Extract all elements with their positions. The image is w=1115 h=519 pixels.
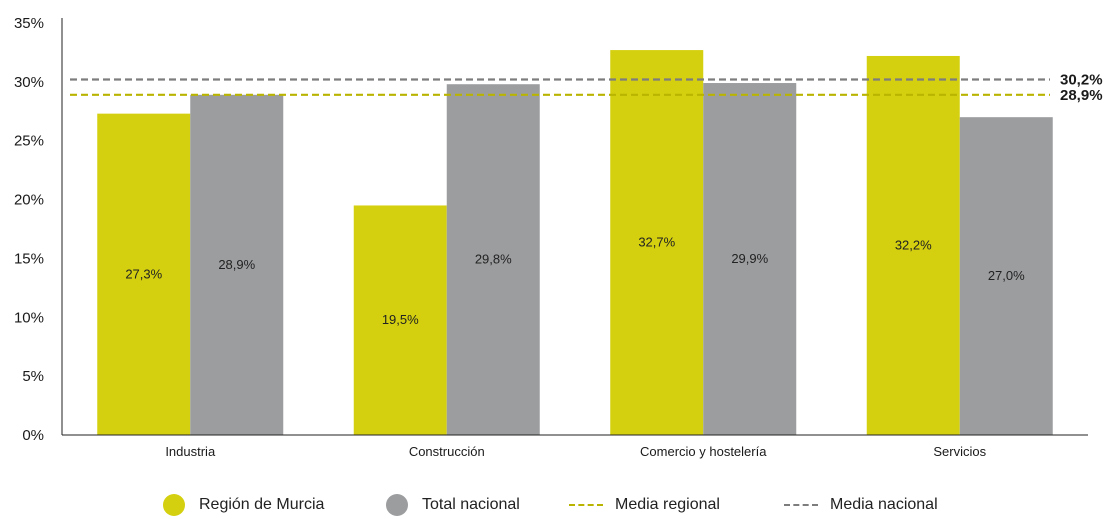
data-label: 29,9% bbox=[731, 251, 768, 266]
x-category-label: Comercio y hostelería bbox=[640, 444, 767, 459]
y-tick-label: 0% bbox=[22, 427, 44, 444]
bar-chart: 0% 5% 10% 15% 20% 25% 30% 35% Industria Construc… bbox=[14, 15, 1103, 459]
legend-item-media-nacional: Media nacional bbox=[784, 491, 938, 519]
legend-swatch-media-regional bbox=[569, 504, 603, 506]
y-tick-label: 15% bbox=[14, 250, 44, 267]
data-label: 32,2% bbox=[895, 237, 932, 252]
y-axis-ticks: 0% 5% 10% 15% 20% 25% 30% 35% bbox=[14, 15, 44, 444]
x-category-label: Construcción bbox=[409, 444, 485, 459]
legend-item-total-nacional: Total nacional bbox=[386, 491, 520, 519]
bars-layer bbox=[97, 50, 1053, 436]
legend-label-total-nacional: Total nacional bbox=[422, 496, 520, 513]
bar-total-nacional-servicios bbox=[959, 117, 1053, 436]
reference-labels-layer: 28,9%30,2% bbox=[1060, 72, 1103, 104]
legend: Región de Murcia Total nacional Media re… bbox=[0, 491, 1115, 519]
y-tick-label: 30% bbox=[14, 74, 44, 91]
reference-lines-layer bbox=[70, 78, 1050, 96]
x-category-label: Industria bbox=[165, 444, 216, 459]
reference-label-media-regional: 28,9% bbox=[1060, 87, 1103, 104]
legend-item-region-murcia: Región de Murcia bbox=[163, 491, 324, 519]
data-label: 27,3% bbox=[125, 266, 162, 281]
legend-item-media-regional: Media regional bbox=[569, 491, 720, 519]
legend-swatch-media-nacional bbox=[784, 504, 818, 506]
legend-label-media-nacional: Media nacional bbox=[830, 496, 938, 513]
y-tick-label: 10% bbox=[14, 309, 44, 326]
x-axis-categories: Industria Construcción Comercio y hosteler… bbox=[165, 444, 986, 459]
bar-total-nacional-construccion bbox=[446, 84, 540, 435]
bar-region-de-murcia-construccion bbox=[353, 205, 447, 435]
data-label: 19,5% bbox=[382, 312, 419, 327]
data-label: 32,7% bbox=[638, 235, 675, 250]
y-tick-label: 20% bbox=[14, 192, 44, 209]
legend-swatch-region-murcia bbox=[163, 494, 185, 516]
data-label: 27,0% bbox=[988, 268, 1025, 283]
legend-label-region-murcia: Región de Murcia bbox=[199, 496, 325, 513]
legend-label-media-regional: Media regional bbox=[615, 496, 720, 513]
x-category-label: Servicios bbox=[933, 444, 986, 459]
y-tick-label: 5% bbox=[22, 368, 44, 385]
bar-region-de-murcia-servicios bbox=[866, 55, 960, 436]
data-label: 29,8% bbox=[475, 252, 512, 267]
bar-total-nacional-industria bbox=[190, 94, 284, 435]
data-label: 28,9% bbox=[218, 257, 255, 272]
y-tick-label: 35% bbox=[14, 15, 44, 32]
y-tick-label: 25% bbox=[14, 133, 44, 150]
reference-label-media-nacional: 30,2% bbox=[1060, 72, 1103, 89]
bar-region-de-murcia-industria bbox=[97, 113, 191, 435]
bar-region-de-murcia-comercio-y-hosteleria bbox=[610, 50, 704, 436]
bar-total-nacional-comercio-y-hosteleria bbox=[703, 83, 797, 435]
legend-swatch-total-nacional bbox=[386, 494, 408, 516]
data-labels-layer: 27,3% 28,9% 19,5% 29,8% 32,7% 29,9% 32,2% 27,0% bbox=[125, 235, 1025, 328]
